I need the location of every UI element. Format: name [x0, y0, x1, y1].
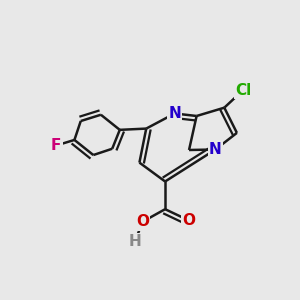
Text: H: H: [128, 234, 141, 249]
Text: N: N: [168, 106, 181, 121]
Text: N: N: [209, 142, 222, 157]
Text: O: O: [182, 213, 196, 228]
Text: O: O: [136, 214, 149, 229]
Text: F: F: [51, 138, 62, 153]
Text: Cl: Cl: [235, 82, 251, 98]
